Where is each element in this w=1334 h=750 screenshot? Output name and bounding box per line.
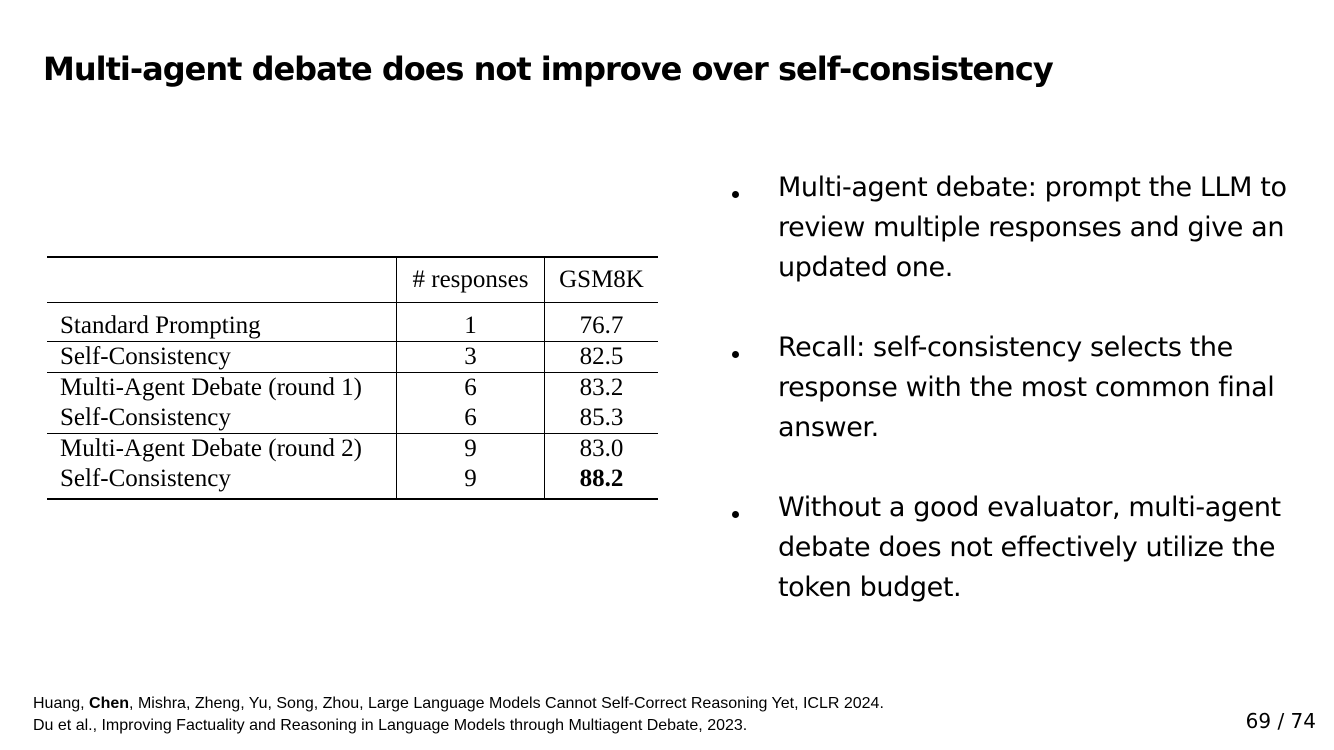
- table-cell-gsm8k: 83.2: [544, 372, 658, 403]
- bullet-item: Multi-agent debate: prompt the LLM to re…: [722, 168, 1302, 288]
- bullet-text: Multi-agent debate: prompt the LLM to re…: [778, 172, 1287, 283]
- table-cell-responses: 9: [396, 464, 545, 499]
- table-row: Self-Consistency 9 88.2: [47, 464, 658, 499]
- bullet-dot-icon: [732, 191, 739, 198]
- table-cell-responses: 3: [396, 341, 545, 373]
- table-row: Self-Consistency 6 85.3: [47, 403, 658, 434]
- reference-1-bold-author: Chen: [89, 695, 130, 712]
- table-cell-responses: 6: [396, 372, 545, 403]
- table-row: Self-Consistency 3 82.5: [47, 341, 658, 373]
- reference-1: Huang, Chen, Mishra, Zheng, Yu, Song, Zh…: [33, 693, 884, 715]
- table-cell-method: Self-Consistency: [60, 465, 231, 492]
- table-cell-gsm8k-best: 88.2: [544, 464, 658, 499]
- table-header-gsm8k: GSM8K: [544, 257, 658, 303]
- table-cell-method: Multi-Agent Debate (round 2): [60, 435, 363, 462]
- reference-2: Du et al., Improving Factuality and Reas…: [33, 717, 748, 734]
- table-row: Multi-Agent Debate (round 1) 6 83.2: [47, 372, 658, 403]
- table-row: Multi-Agent Debate (round 2) 9 83.0: [47, 433, 658, 464]
- table-header-row: # responses GSM8K: [47, 257, 658, 303]
- reference-1-suffix: , Mishra, Zheng, Yu, Song, Zhou, Large L…: [129, 695, 884, 712]
- bullet-text: Without a good evaluator, multi-agent de…: [778, 492, 1281, 603]
- table-cell-responses: 9: [396, 433, 545, 464]
- reference-1-prefix: Huang,: [33, 695, 90, 712]
- table-cell-gsm8k: 85.3: [544, 403, 658, 434]
- table-cell-gsm8k: 83.0: [544, 433, 658, 464]
- table-cell-method: Self-Consistency: [47, 403, 397, 434]
- table-row: Standard Prompting 1 76.7: [47, 302, 658, 342]
- table-cell-method: Multi-Agent Debate (round 1): [60, 374, 363, 401]
- bullet-dot-icon: [732, 351, 739, 358]
- table-header-method: [47, 257, 397, 303]
- bullet-text: Recall: self-consistency selects the res…: [778, 332, 1275, 443]
- references: Huang, Chen, Mishra, Zheng, Yu, Song, Zh…: [33, 693, 884, 737]
- table-header-responses: # responses: [396, 257, 545, 303]
- slide-title: Multi-agent debate does not improve over…: [43, 50, 1054, 88]
- bullet-dot-icon: [732, 511, 739, 518]
- page-number: 69 / 74: [1245, 709, 1316, 733]
- table-cell-responses: 1: [396, 302, 545, 342]
- table-cell-gsm8k: 76.7: [544, 302, 658, 342]
- table-cell-method: Standard Prompting: [47, 302, 397, 342]
- bullet-item: Without a good evaluator, multi-agent de…: [722, 488, 1302, 608]
- table-cell-method: Self-Consistency: [47, 341, 397, 373]
- table-cell-responses: 6: [396, 403, 545, 434]
- results-table: # responses GSM8K Standard Prompting 1 7…: [47, 256, 658, 500]
- bullet-list: Multi-agent debate: prompt the LLM to re…: [722, 168, 1302, 648]
- bullet-item: Recall: self-consistency selects the res…: [722, 328, 1302, 448]
- table-cell-gsm8k: 82.5: [544, 341, 658, 373]
